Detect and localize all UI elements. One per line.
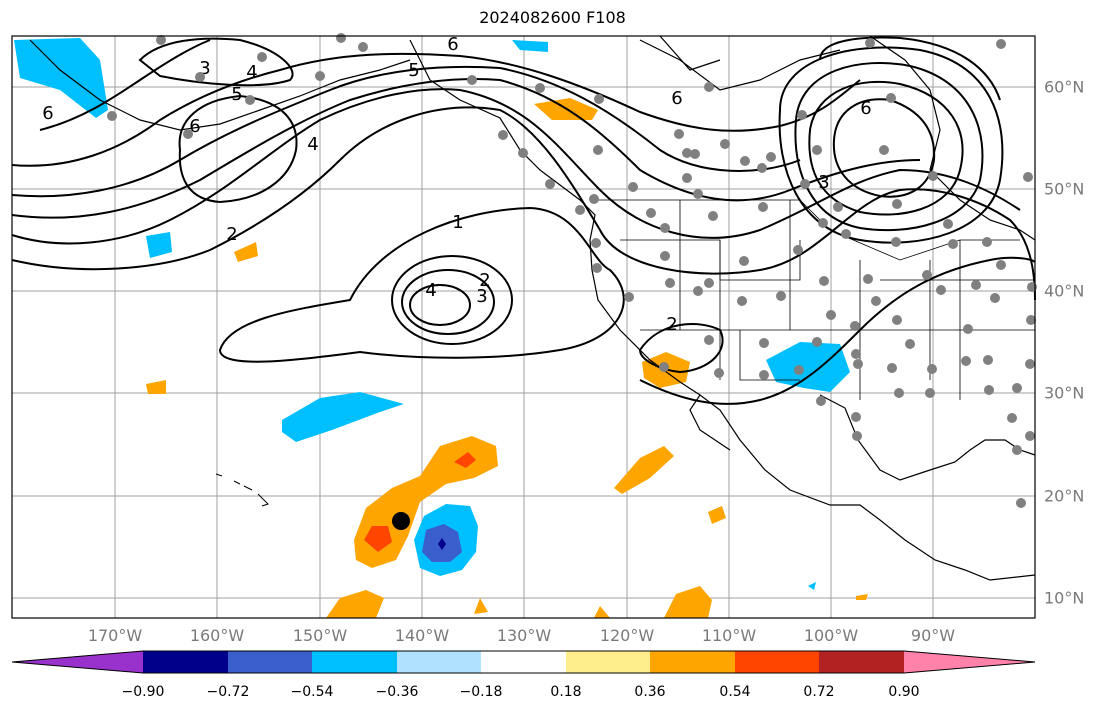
- longitude-label: 150°W: [292, 626, 348, 645]
- contour-label-group: 6 3 4 5 6 4 2 1 4 2 3 5 6 6 3 2 6: [42, 34, 871, 335]
- positive-anomaly-region: [664, 586, 712, 618]
- contour-label: 6: [189, 116, 200, 137]
- contour-label: 3: [199, 58, 210, 79]
- latitude-label: 10°N: [1044, 588, 1085, 608]
- negative-anomaly-region: [146, 232, 172, 258]
- contour-label: 2: [226, 224, 237, 245]
- latitude-label: 50°N: [1044, 179, 1085, 199]
- colorbar-tick-label: 0.18: [550, 684, 582, 700]
- colorbar-tick-label: 0.36: [634, 684, 666, 700]
- contour-label: 4: [425, 280, 436, 301]
- negative-anomaly-region: [282, 392, 404, 442]
- longitude-label: 100°W: [803, 626, 859, 645]
- positive-anomaly-region: [614, 446, 674, 494]
- positive-anomaly-region: [146, 380, 166, 394]
- contour-label: 3: [476, 286, 487, 307]
- positive-anomaly-region: [856, 594, 868, 600]
- contour-label: 6: [860, 98, 871, 119]
- colorbar-tick-label: 0.54: [719, 684, 751, 700]
- colorbar-tick-label: −0.90: [121, 684, 165, 700]
- colorbar-tick-label: 0.90: [888, 684, 920, 700]
- contour-label: 1: [452, 212, 463, 233]
- longitude-label: 120°W: [599, 626, 655, 645]
- colorbar-tick-label: −0.72: [206, 684, 250, 700]
- negative-anomaly-region: [808, 582, 816, 590]
- colorbar-tick-label: −0.36: [375, 684, 419, 700]
- contour-label: 6: [447, 34, 458, 55]
- negative-anomaly-region: [766, 342, 850, 392]
- positive-anomaly-region: [326, 590, 384, 618]
- colorbar-tick-label: −0.18: [459, 684, 503, 700]
- colorbar-tick-label: −0.54: [290, 684, 334, 700]
- longitude-label: 170°W: [87, 626, 143, 645]
- contour-label: 2: [479, 270, 490, 291]
- contour-label: 2: [666, 314, 677, 335]
- contour-lines: [11, 36, 1036, 405]
- contour-label: 4: [307, 134, 318, 155]
- latitude-label: 30°N: [1044, 383, 1085, 403]
- negative-anomaly-region: [14, 38, 108, 118]
- station-dots: [107, 33, 1037, 508]
- figure-title: 2024082600 F108: [479, 8, 626, 27]
- positive-anomaly-region: [234, 242, 258, 262]
- contour-label: 6: [671, 88, 682, 109]
- longitude-label: 130°W: [496, 626, 552, 645]
- latitude-label: 60°N: [1044, 77, 1085, 97]
- longitude-label: 160°W: [189, 626, 245, 645]
- contour-label: 5: [231, 84, 242, 105]
- contour-label: 3: [818, 172, 829, 193]
- storm-position-dot: [392, 512, 410, 530]
- positive-anomaly-region: [708, 506, 726, 524]
- contour-label: 6: [42, 103, 53, 124]
- strong-positive-anomaly-region: [364, 526, 392, 552]
- contour-label: 5: [408, 60, 419, 81]
- colorbar-tick-label: 0.72: [803, 684, 835, 700]
- contour-label: 4: [246, 62, 257, 83]
- longitude-label: 90°W: [910, 626, 956, 645]
- hawaii-islands: [215, 473, 269, 507]
- latitude-label: 40°N: [1044, 281, 1085, 301]
- positive-anomaly-region: [594, 606, 610, 618]
- longitude-label: 140°W: [394, 626, 450, 645]
- positive-anomaly-region: [474, 598, 488, 614]
- strong-positive-anomaly-region: [454, 452, 476, 468]
- extreme-negative-anomaly-region: [438, 538, 446, 550]
- longitude-label: 110°W: [701, 626, 757, 645]
- latitude-label: 20°N: [1044, 486, 1085, 506]
- negative-anomaly-region: [512, 40, 548, 52]
- map-frame: [11, 35, 1036, 619]
